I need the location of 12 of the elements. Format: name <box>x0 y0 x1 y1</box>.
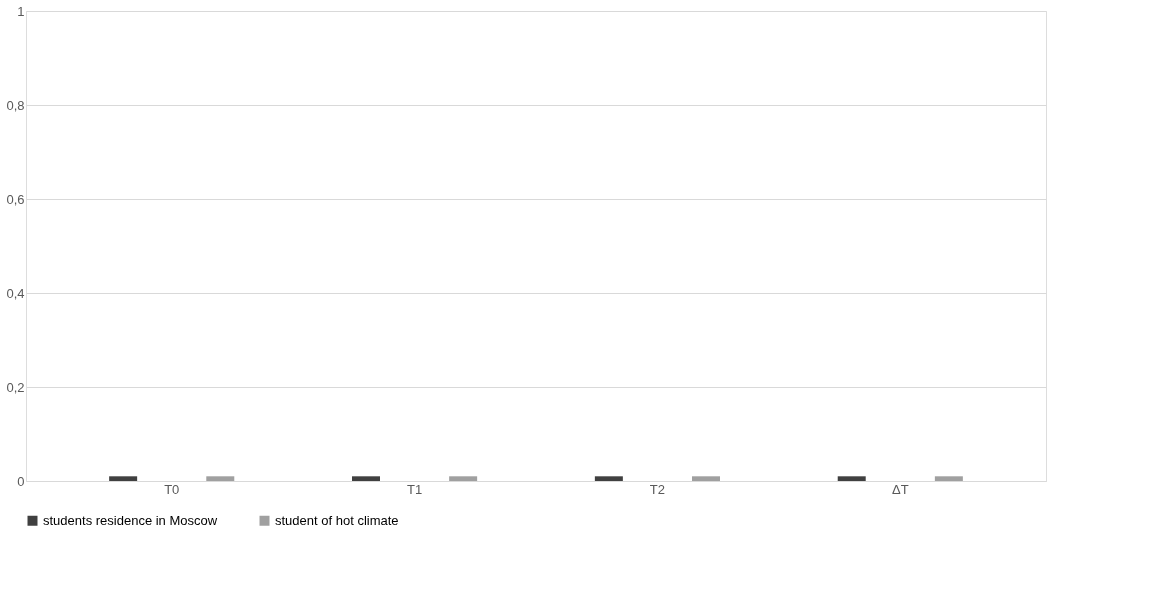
x-tick-label: T0 <box>164 481 180 497</box>
y-tick-label: 1 <box>17 3 25 19</box>
y-tick-label: 0,4 <box>6 285 25 301</box>
x-tick-label: T1 <box>406 481 423 497</box>
y-tick-label: 0,2 <box>6 379 25 395</box>
y-tick-label: 0,8 <box>6 97 25 113</box>
x-tick-label: T2 <box>649 481 666 497</box>
y-tick-label: 0,6 <box>6 191 25 207</box>
x-tick-label: ΔT <box>891 481 909 497</box>
y-tick-label: 0 <box>17 473 25 489</box>
legend-label: students residence in Moscow <box>43 512 218 528</box>
legend-label: student of hot climate <box>275 512 399 528</box>
